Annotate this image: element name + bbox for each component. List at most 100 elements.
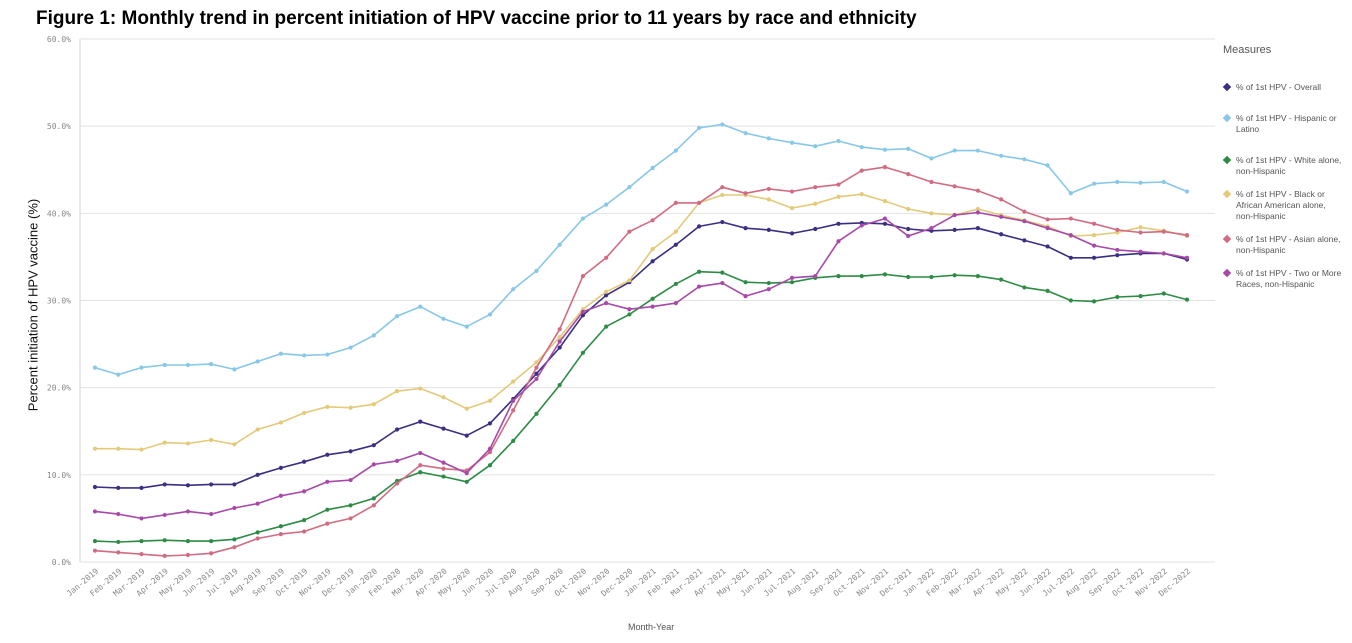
legend-item[interactable]: % of 1st HPV - White alone, non-Hispanic <box>1222 155 1343 177</box>
legend-item[interactable]: % of 1st HPV - Overall <box>1222 82 1343 93</box>
data-point <box>999 153 1004 158</box>
data-point <box>1138 225 1143 230</box>
data-point <box>139 365 144 370</box>
legend-item[interactable]: % of 1st HPV - Asian alone, non-Hispanic <box>1222 234 1343 256</box>
legend-marker-icon <box>1222 268 1232 278</box>
data-point <box>1138 294 1143 299</box>
data-point <box>975 206 980 212</box>
data-point <box>371 503 376 508</box>
data-point <box>859 273 864 279</box>
data-point <box>441 460 446 465</box>
y-tick-label: 50.0% <box>47 122 71 131</box>
data-point <box>1068 216 1073 221</box>
data-point <box>139 538 144 544</box>
data-point <box>534 371 539 376</box>
data-point <box>650 218 655 223</box>
legend-marker-icon <box>1222 82 1232 92</box>
data-point <box>162 362 167 368</box>
legend-item[interactable]: % of 1st HPV - Hispanic or Latino <box>1222 113 1343 135</box>
data-point <box>720 270 725 275</box>
data-point <box>673 242 678 247</box>
series-1 <box>92 122 1190 377</box>
data-point <box>209 551 214 556</box>
data-point <box>766 287 771 292</box>
data-point <box>302 459 307 464</box>
data-point <box>557 335 562 340</box>
data-point <box>604 301 609 306</box>
data-point <box>720 122 725 127</box>
data-point <box>929 274 934 280</box>
data-point <box>394 427 400 432</box>
data-point <box>302 529 307 534</box>
data-point <box>789 206 795 211</box>
data-point <box>185 483 191 488</box>
data-point <box>325 352 330 357</box>
data-point <box>116 446 121 451</box>
data-point <box>604 289 609 294</box>
data-point <box>743 131 748 136</box>
data-point <box>302 489 307 494</box>
data-point <box>557 382 562 388</box>
y-tick-label: 60.0% <box>47 35 71 44</box>
data-point <box>1022 157 1027 162</box>
series-line <box>94 211 1188 520</box>
y-tick-label: 20.0% <box>47 384 71 393</box>
legend-items: % of 1st HPV - Overall % of 1st HPV - His… <box>1222 82 1343 290</box>
data-point <box>1091 233 1097 238</box>
chart-title: Figure 1: Monthly trend in percent initi… <box>36 8 917 29</box>
legend-label: % of 1st HPV - White alone, non-Hispanic <box>1236 155 1342 176</box>
series-3 <box>92 192 1190 452</box>
data-point <box>696 125 702 131</box>
data-point <box>418 450 423 456</box>
data-point <box>441 395 446 400</box>
data-point <box>1138 230 1143 235</box>
data-point <box>604 293 609 298</box>
data-point <box>836 273 841 279</box>
data-point <box>139 485 144 491</box>
data-point <box>999 197 1004 202</box>
data-point <box>534 365 539 370</box>
data-point <box>813 273 818 279</box>
data-point <box>162 440 167 445</box>
data-point <box>278 351 283 356</box>
data-point <box>766 197 771 202</box>
data-point <box>1068 255 1073 260</box>
data-point <box>859 223 864 228</box>
data-point <box>534 268 539 273</box>
data-point <box>418 470 423 475</box>
data-point <box>789 140 795 145</box>
data-point <box>859 144 864 150</box>
data-point <box>325 507 330 512</box>
data-point <box>557 345 562 350</box>
data-point <box>255 536 260 541</box>
data-point <box>673 148 678 153</box>
data-point <box>487 450 493 455</box>
x-axis-title: Month-Year <box>628 622 675 632</box>
data-point <box>302 410 307 416</box>
data-point <box>255 530 260 535</box>
data-point <box>557 327 562 332</box>
data-point <box>813 226 818 232</box>
data-point <box>673 281 678 287</box>
data-point <box>789 275 795 280</box>
legend-item[interactable]: % of 1st HPV - Two or More Races, non-Hi… <box>1222 268 1343 290</box>
data-point <box>1161 179 1166 185</box>
data-point <box>813 144 818 149</box>
data-point <box>209 482 214 487</box>
data-point <box>302 353 307 358</box>
data-point <box>348 477 353 483</box>
data-point <box>580 350 586 355</box>
data-point <box>371 496 376 501</box>
data-point <box>696 269 702 274</box>
data-point <box>441 426 446 431</box>
data-point <box>1022 209 1027 214</box>
data-point <box>511 398 516 403</box>
data-point <box>464 324 469 329</box>
series-4 <box>92 165 1190 558</box>
data-point <box>627 307 632 312</box>
data-point <box>209 538 214 544</box>
data-point <box>348 345 353 350</box>
data-point <box>882 221 888 226</box>
legend-item[interactable]: % of 1st HPV - Black or African American… <box>1222 189 1343 222</box>
data-point <box>534 360 539 365</box>
